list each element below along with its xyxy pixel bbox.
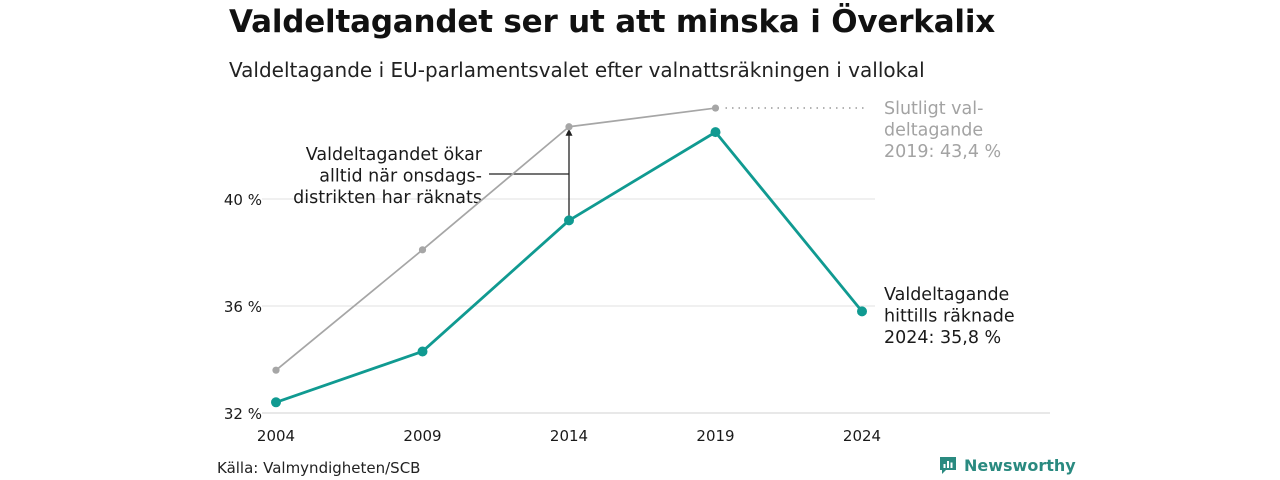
gap-arrow-head [565,128,573,136]
x-tick-label: 2019 [696,427,734,445]
current-data-point [710,127,721,138]
y-axis-ticks: 32 % 36 % 40 % [224,191,262,423]
gap-annotation-line: Valdeltagandet ökar [306,145,483,165]
x-tick-label: 2024 [843,427,881,445]
bar-chart-speech-icon [940,457,956,474]
gap-annotation-line: alltid när onsdags- [319,167,482,187]
gap-annotation-line: distrikten har räknats [293,188,482,208]
final-data-point [418,246,427,254]
source-note: Källa: Valmyndigheten/SCB [217,459,421,477]
x-axis-ticks: 2004 2009 2014 2019 2024 [257,427,881,445]
current-data-point [271,397,281,408]
current-annotation-line: Valdeltagande [884,285,1009,305]
final-annotation-line: deltagande [884,121,983,141]
final-data-point [565,123,573,131]
final-annotation-line: Slutligt val- [884,99,983,119]
x-tick-label: 2014 [550,427,588,445]
y-tick-label: 32 % [224,405,262,423]
current-annotation-line: hittills räknade [884,307,1015,327]
x-tick-label: 2004 [257,427,295,445]
final-series-line [275,107,716,371]
current-data-point [857,306,867,317]
final-annotation-line: 2019: 43,4 % [884,142,1001,162]
series [271,104,867,408]
x-tick-label: 2009 [403,427,441,445]
chart-title: Valdeltagandet ser ut att minska i Överk… [229,4,996,40]
brand-name: Newsworthy [964,455,1076,475]
final-data-point [272,366,280,374]
brand-logo[interactable]: Newsworthy [938,455,1076,475]
y-tick-label: 36 % [224,298,262,316]
chart-subtitle: Valdeltagande i EU-parlamentsvalet efter… [229,58,925,82]
current-data-point [417,346,428,357]
current-data-point [564,215,574,226]
final-data-point [711,104,720,112]
current-annotation-line: 2024: 35,8 % [884,328,1001,348]
y-tick-label: 40 % [224,191,262,209]
